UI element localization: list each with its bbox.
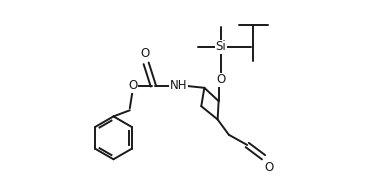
Text: O: O xyxy=(140,47,149,60)
Text: Si: Si xyxy=(215,41,226,54)
Text: O: O xyxy=(128,79,138,92)
Text: O: O xyxy=(265,161,274,174)
Text: O: O xyxy=(216,73,225,86)
Text: NH: NH xyxy=(170,79,188,92)
